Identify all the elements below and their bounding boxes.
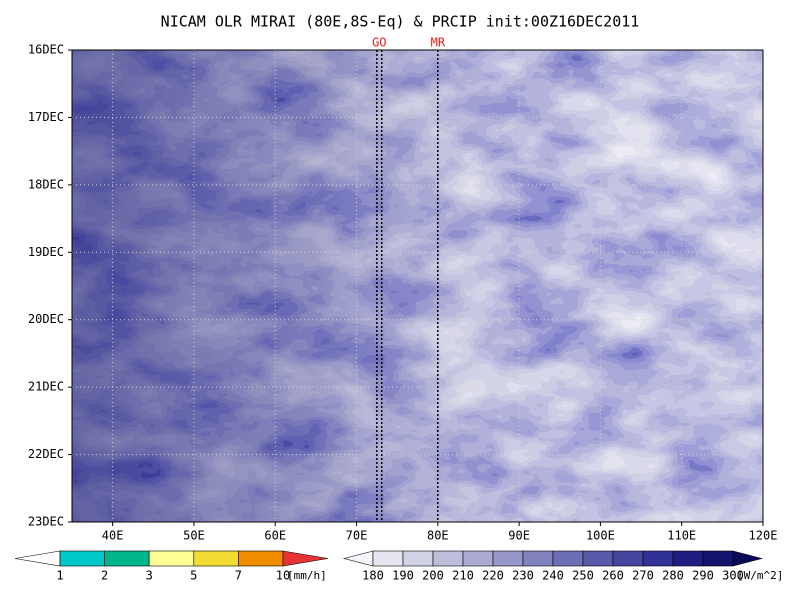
colorbar-label: 200 xyxy=(422,569,444,583)
colorbar-extend xyxy=(732,550,764,567)
colorbar-box xyxy=(59,550,105,567)
y-tick-label: 19DEC xyxy=(28,245,64,259)
y-tick-label: 16DEC xyxy=(28,43,64,57)
x-tick-label: 60E xyxy=(264,529,286,543)
colorbar-box xyxy=(642,550,674,567)
colorbar-label: 290 xyxy=(692,569,714,583)
colorbar-label: 270 xyxy=(632,569,654,583)
chart-title: NICAM OLR MIRAI (80E,8S-Eq) & PRCIP init… xyxy=(161,13,640,31)
colorbar-label: 2 xyxy=(101,569,108,583)
colorbar-label: 180 xyxy=(362,569,384,583)
olr-field xyxy=(72,50,763,522)
colorbar-label: 260 xyxy=(602,569,624,583)
x-tick-label: 120E xyxy=(749,529,778,543)
colorbar-label: 1 xyxy=(56,569,63,583)
marker-label: MR xyxy=(431,36,446,50)
colorbar-unit: [W/m^2] xyxy=(737,569,783,582)
colorbar-label: 230 xyxy=(512,569,534,583)
colorbar-extend xyxy=(342,550,374,567)
x-tick-label: 70E xyxy=(346,529,368,543)
colorbar-box xyxy=(372,550,404,567)
colorbar-box xyxy=(552,550,584,567)
colorbar-box xyxy=(402,550,434,567)
colorbar-extend xyxy=(14,550,61,567)
colorbar-label: 210 xyxy=(452,569,474,583)
y-tick-label: 17DEC xyxy=(28,110,64,124)
colorbar-label: 280 xyxy=(662,569,684,583)
colorbar-box xyxy=(238,550,284,567)
colorbar-unit: [mm/h] xyxy=(287,569,327,582)
y-tick-label: 21DEC xyxy=(28,380,64,394)
colorbar-box xyxy=(672,550,704,567)
colorbar-label: 7 xyxy=(235,569,242,583)
y-tick-label: 23DEC xyxy=(28,515,64,529)
colorbar-label: 300 xyxy=(722,569,744,583)
colorbar-box xyxy=(104,550,150,567)
x-tick-label: 110E xyxy=(667,529,696,543)
x-tick-label: 80E xyxy=(427,529,449,543)
colorbar-box xyxy=(432,550,464,567)
x-tick-label: 100E xyxy=(586,529,615,543)
marker-label: GO xyxy=(372,36,386,50)
colorbar-label: 5 xyxy=(190,569,197,583)
colorbar-label: 240 xyxy=(542,569,564,583)
colorbar-box xyxy=(148,550,195,567)
colorbar-box xyxy=(702,550,734,567)
olr-shade xyxy=(72,50,763,522)
colorbar-box xyxy=(193,550,239,567)
y-tick-label: 20DEC xyxy=(28,312,64,326)
colorbar-box xyxy=(492,550,524,567)
colorbar-label: 220 xyxy=(482,569,504,583)
colorbar-label: 10 xyxy=(276,569,290,583)
colorbar-extend xyxy=(282,550,329,567)
x-tick-label: 40E xyxy=(102,529,124,543)
colorbar-label: 190 xyxy=(392,569,414,583)
colorbar-box xyxy=(462,550,494,567)
colorbar-label: 3 xyxy=(146,569,153,583)
colorbar-box xyxy=(582,550,614,567)
y-tick-label: 18DEC xyxy=(28,177,64,191)
x-tick-label: 50E xyxy=(183,529,205,543)
plot-frame xyxy=(71,49,764,523)
colorbar-label: 250 xyxy=(572,569,594,583)
colorbar-box xyxy=(612,550,644,567)
y-tick-label: 22DEC xyxy=(28,447,64,461)
colorbar-box xyxy=(522,550,554,567)
x-tick-label: 90E xyxy=(508,529,530,543)
